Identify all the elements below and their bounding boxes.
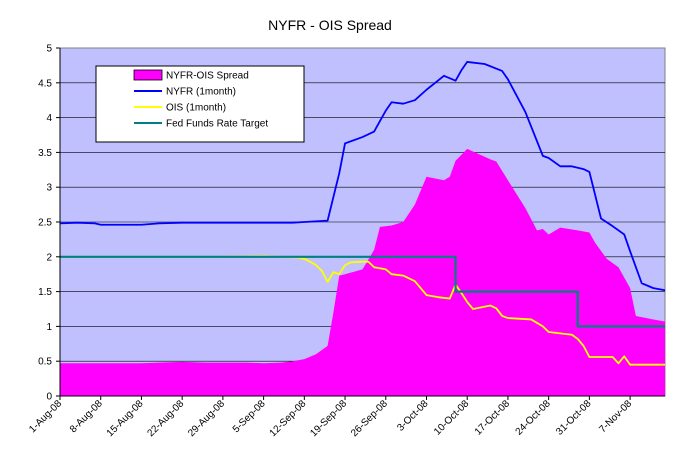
x-tick-label: 17-Oct-08	[473, 398, 513, 438]
chart-title: NYFR - OIS Spread	[268, 17, 392, 33]
x-tick-label: 22-Aug-08	[145, 398, 186, 439]
x-tick-label: 8-Aug-08	[68, 398, 105, 435]
series-layer	[59, 61, 666, 396]
series-area-nyfr-ois-spread	[60, 148, 665, 396]
y-tick-label: 2	[46, 252, 52, 263]
y-tick-label: 1	[46, 322, 52, 333]
y-tick-label: 3.5	[38, 148, 52, 159]
legend-label: NYFR (1month)	[166, 87, 236, 98]
y-tick-label: 3	[46, 183, 52, 194]
x-tick-label: 10-Oct-08	[432, 398, 472, 438]
legend: NYFR-OIS Spread NYFR (1month) OIS (1month)…	[95, 65, 305, 143]
y-tick-label: 0	[46, 392, 52, 403]
x-tick-label: 7-Nov-08	[597, 398, 634, 435]
y-tick-label: 4	[46, 113, 52, 124]
y-tick-label: 1.5	[38, 287, 52, 298]
x-tick-label: 1-Aug-08	[27, 398, 64, 435]
legend-label: Fed Funds Rate Target	[166, 119, 268, 130]
y-tick-label: 4.5	[38, 78, 52, 89]
series-line-fed-funds-rate-target	[60, 255, 665, 328]
legend-swatch	[133, 69, 163, 81]
x-tick-label: 31-Oct-08	[554, 398, 594, 438]
x-tick-label: 12-Sep-08	[268, 398, 309, 439]
legend-label: NYFR-OIS Spread	[166, 71, 249, 82]
x-tick-label: 24-Oct-08	[514, 398, 554, 438]
x-tick-label: 15-Aug-08	[105, 398, 146, 439]
x-tick-label: 26-Sep-08	[349, 398, 390, 439]
x-tick-label: 5-Sep-08	[231, 398, 268, 435]
legend-label: OIS (1month)	[166, 103, 226, 114]
y-tick-label: 0.5	[38, 357, 52, 368]
y-tick-label: 5	[46, 44, 52, 55]
x-tick-label: 19-Sep-08	[308, 398, 349, 439]
x-tick-label: 29-Aug-08	[186, 398, 227, 439]
series-line-nyfr-1month	[59, 61, 666, 292]
legend-box	[95, 65, 305, 143]
y-tick-label: 2.5	[38, 218, 52, 229]
series-line-ois-1month	[60, 255, 665, 366]
x-tick-label: 3-Oct-08	[395, 398, 431, 434]
